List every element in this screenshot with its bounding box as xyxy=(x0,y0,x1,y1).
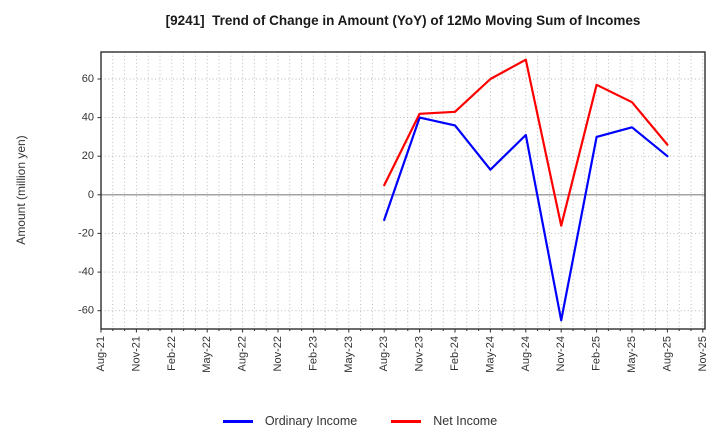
svg-text:-60: -60 xyxy=(78,305,94,317)
chart-title: [9241] Trend of Change in Amount (YoY) o… xyxy=(165,13,641,28)
legend: Ordinary Income Net Income xyxy=(0,414,720,428)
legend-item-net-income: Net Income xyxy=(391,414,497,428)
svg-text:Nov-22: Nov-22 xyxy=(272,336,284,371)
legend-item-ordinary-income: Ordinary Income xyxy=(222,414,358,428)
svg-text:Aug-25: Aug-25 xyxy=(661,336,673,371)
svg-text:Aug-23: Aug-23 xyxy=(378,336,390,371)
svg-text:May-22: May-22 xyxy=(201,336,213,373)
net-income-line-icon xyxy=(391,419,422,423)
svg-text:-40: -40 xyxy=(78,266,94,278)
svg-text:May-25: May-25 xyxy=(626,336,638,373)
svg-text:Feb-22: Feb-22 xyxy=(166,336,178,371)
svg-text:May-23: May-23 xyxy=(343,336,355,373)
svg-text:Aug-22: Aug-22 xyxy=(237,336,249,371)
svg-text:60: 60 xyxy=(82,73,94,85)
svg-text:Feb-23: Feb-23 xyxy=(307,336,319,371)
svg-text:Feb-24: Feb-24 xyxy=(449,336,461,371)
svg-text:Feb-25: Feb-25 xyxy=(591,336,603,371)
svg-text:Aug-24: Aug-24 xyxy=(520,336,532,371)
svg-text:20: 20 xyxy=(82,150,94,162)
svg-text:Nov-25: Nov-25 xyxy=(697,336,709,371)
svg-text:40: 40 xyxy=(82,112,94,124)
svg-text:0: 0 xyxy=(88,189,94,201)
svg-text:Nov-24: Nov-24 xyxy=(555,336,567,371)
svg-text:Nov-23: Nov-23 xyxy=(414,336,426,371)
svg-text:Nov-21: Nov-21 xyxy=(130,336,142,371)
svg-text:-20: -20 xyxy=(78,227,94,239)
legend-label-net-income: Net Income xyxy=(433,414,498,428)
svg-text:May-24: May-24 xyxy=(484,336,496,373)
legend-label-ordinary-income: Ordinary Income xyxy=(264,414,358,428)
ordinary-income-line-icon xyxy=(222,419,253,423)
svg-text:Aug-21: Aug-21 xyxy=(95,336,107,371)
